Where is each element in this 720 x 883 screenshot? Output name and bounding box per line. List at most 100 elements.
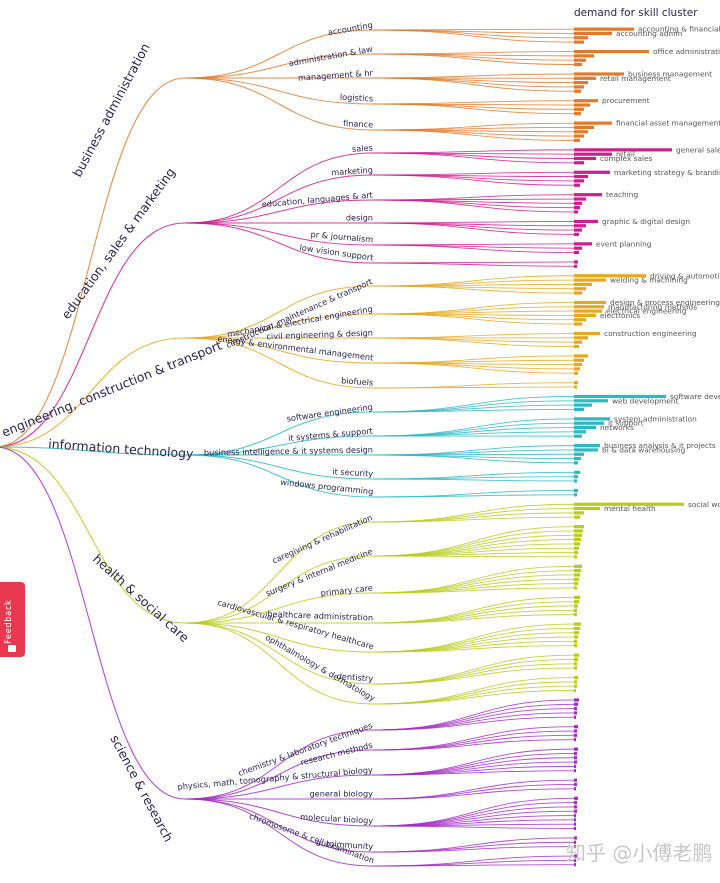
demand-bar — [574, 778, 577, 782]
link-leaf-4-4-3 — [372, 636, 575, 653]
cluster-label: procurement — [602, 96, 650, 105]
demand-bar — [574, 608, 577, 612]
demand-bar — [574, 631, 579, 635]
link-l1-4-0 — [184, 521, 374, 624]
demand-bar — [574, 529, 583, 533]
demand-bar — [574, 542, 580, 546]
link-l1-1-0 — [184, 152, 374, 224]
cluster-label: software development — [670, 392, 720, 401]
demand-bar — [574, 546, 579, 550]
cluster-label: construction engineering — [604, 329, 697, 338]
demand-bar — [574, 148, 672, 152]
subgroup-label: software engineering — [286, 402, 373, 424]
demand-bar — [574, 725, 578, 729]
cluster-label: networks — [600, 423, 634, 432]
demand-bar — [574, 152, 612, 156]
link-leaf-1-2-4 — [372, 199, 575, 213]
demand-bar — [574, 58, 586, 62]
link-leaf-4-0-3 — [372, 516, 575, 523]
cluster-label: web development — [612, 396, 678, 405]
demand-bar — [574, 434, 582, 438]
demand-bar — [574, 318, 586, 322]
link-leaf-5-1-2 — [372, 734, 575, 751]
link-leaf-5-6-2 — [372, 864, 575, 867]
demand-bar — [574, 425, 596, 430]
group-label: education, sales & marketing — [58, 165, 178, 322]
demand-bar — [574, 371, 578, 375]
link-leaf-4-1-7 — [372, 555, 575, 558]
cluster-label: graphic & digital design — [602, 217, 690, 226]
link-leaf-2-2-3 — [372, 337, 575, 347]
demand-bar — [574, 586, 577, 590]
demand-bar — [574, 322, 582, 326]
link-leaf-5-1-1 — [372, 730, 575, 751]
link-leaf-1-2-3 — [372, 199, 575, 209]
subgroup-label: sales — [352, 143, 374, 154]
subgroup-label: autoimmunity — [316, 838, 374, 852]
link-leaf-1-4-2 — [372, 244, 575, 253]
demand-bar — [574, 282, 592, 286]
link-root-4 — [0, 446, 186, 624]
feedback-button[interactable]: Feedback — [0, 582, 25, 657]
link-l1-2-0 — [184, 285, 374, 339]
demand-bar — [574, 844, 576, 849]
group-label: science & research — [107, 732, 176, 844]
subgroup-label: logistics — [340, 92, 374, 104]
demand-bar — [574, 475, 578, 479]
link-l1-5-1 — [184, 749, 374, 800]
demand-bar — [574, 456, 581, 461]
demand-bar — [574, 479, 577, 483]
demand-bar — [574, 309, 602, 313]
cluster-label: general sales — [676, 145, 720, 154]
link-leaf-2-4-1 — [372, 386, 575, 389]
demand-bar — [574, 581, 578, 586]
subgroup-label: biofuels — [341, 375, 374, 387]
link-l1-0-4 — [184, 77, 374, 131]
demand-bar — [574, 613, 577, 617]
link-root-0 — [0, 77, 186, 447]
link-leaf-1-5-1 — [372, 262, 575, 267]
demand-bar — [574, 232, 579, 236]
demand-bar — [574, 112, 581, 116]
demand-bar — [574, 769, 576, 773]
link-leaf-4-3-2 — [372, 605, 575, 624]
demand-bar — [574, 260, 578, 264]
link-leaf-3-0-3 — [372, 408, 575, 413]
demand-bar — [574, 595, 580, 599]
demand-bar — [574, 787, 576, 791]
cluster-label: financial asset management — [616, 119, 720, 128]
link-l1-1-1 — [184, 174, 374, 224]
cluster-label: it support — [608, 419, 644, 428]
demand-bar — [574, 36, 588, 40]
demand-bar — [574, 738, 576, 742]
link-leaf-5-3-2 — [372, 788, 575, 800]
demand-bar — [574, 818, 576, 822]
group-label: engineering, construction & transport — [0, 337, 224, 439]
demand-bar — [574, 300, 606, 305]
link-leaf-4-4-0 — [372, 623, 575, 653]
link-l1-3-0 — [184, 411, 374, 456]
cluster-label: business analysis & it projects — [604, 441, 716, 450]
demand-bar — [574, 506, 600, 511]
subgroup-label: windows programming — [280, 477, 374, 497]
demand-bar — [574, 197, 586, 201]
cluster-label: complex sales — [600, 154, 653, 163]
demand-bar — [574, 675, 578, 680]
subgroup-label: cardiovascular & respiratory healthcare — [216, 597, 375, 651]
link-leaf-1-3-3 — [372, 222, 575, 235]
link-leaf-4-3-1 — [372, 601, 575, 624]
link-l1-3-3 — [184, 454, 374, 480]
cluster-label: welding & machining — [610, 276, 688, 285]
demand-bar — [574, 538, 581, 542]
demand-bar — [574, 444, 600, 448]
subgroup-label: marketing — [331, 165, 373, 178]
demand-bar — [574, 800, 577, 805]
subgroup-label: primary care — [320, 583, 373, 598]
demand-bar — [574, 76, 596, 80]
subgroup-label: design — [346, 213, 373, 223]
demand-bar — [574, 210, 578, 214]
demand-bar — [574, 684, 577, 688]
link-leaf-5-3-1 — [372, 784, 575, 800]
demand-bar — [574, 564, 582, 568]
demand-bar — [574, 367, 580, 371]
